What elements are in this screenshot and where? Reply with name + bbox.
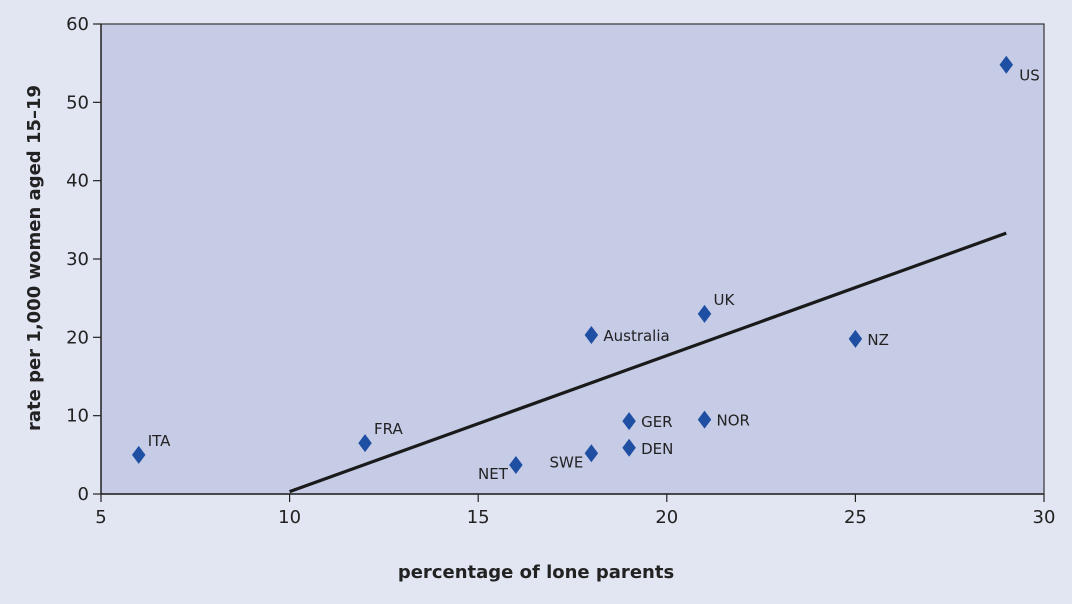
y-tick-label: 0 bbox=[78, 484, 89, 505]
data-point-ger bbox=[622, 412, 636, 431]
point-label: GER bbox=[641, 413, 673, 431]
point-label: ITA bbox=[148, 432, 171, 450]
data-point-fra bbox=[358, 434, 372, 453]
data-point-net bbox=[509, 456, 523, 475]
plot-area bbox=[100, 23, 1045, 495]
y-tick-label: 50 bbox=[66, 92, 89, 113]
point-label: NZ bbox=[867, 331, 889, 349]
data-point-us bbox=[999, 55, 1014, 74]
axes: 0 10 20 30 40 50 60 5 10 15 20 25 30 bbox=[66, 14, 1055, 528]
data-point-australia bbox=[584, 325, 599, 344]
point-label: FRA bbox=[374, 420, 403, 438]
data-point-ita bbox=[131, 445, 146, 464]
x-axis-title: percentage of lone parents bbox=[398, 562, 674, 583]
y-tick-label: 60 bbox=[66, 14, 89, 35]
point-label: SWE bbox=[550, 453, 584, 471]
data-point-swe bbox=[584, 444, 599, 463]
trendline bbox=[289, 231, 1007, 494]
data-point-uk bbox=[697, 304, 712, 323]
point-label: NET bbox=[478, 465, 509, 483]
x-tick-label: 25 bbox=[844, 507, 867, 528]
trendline-group bbox=[289, 231, 1007, 494]
point-label: Australia bbox=[603, 327, 669, 345]
y-tick-label: 30 bbox=[66, 249, 89, 270]
data-point-nor bbox=[697, 410, 712, 429]
y-tick-label: 20 bbox=[66, 327, 89, 348]
point-label: UK bbox=[714, 291, 736, 309]
y-tick-label: 10 bbox=[66, 406, 89, 427]
point-label: US bbox=[1019, 67, 1040, 85]
data-points: ITA FRA NET SWE Australia GER DEN UK NOR NZ US bbox=[131, 55, 1040, 483]
x-tick-label: 20 bbox=[655, 507, 678, 528]
y-axis-title: rate per 1,000 women aged 15–19 bbox=[24, 85, 45, 431]
x-tick-label: 10 bbox=[278, 507, 301, 528]
point-label: NOR bbox=[717, 412, 750, 430]
data-point-den bbox=[622, 438, 636, 457]
x-tick-label: 30 bbox=[1033, 507, 1056, 528]
y-tick-label: 40 bbox=[66, 171, 89, 192]
point-label: DEN bbox=[641, 440, 673, 458]
x-tick-label: 5 bbox=[95, 507, 106, 528]
x-tick-label: 15 bbox=[467, 507, 490, 528]
data-point-nz bbox=[848, 329, 863, 348]
